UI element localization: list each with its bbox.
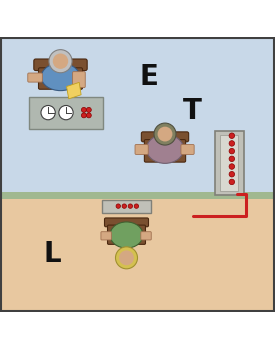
Bar [0, 192, 275, 199]
FancyBboxPatch shape [29, 97, 103, 128]
FancyBboxPatch shape [73, 72, 85, 88]
Circle shape [128, 204, 133, 208]
Bar [0, 37, 275, 198]
FancyBboxPatch shape [141, 232, 151, 240]
FancyBboxPatch shape [181, 144, 194, 154]
FancyBboxPatch shape [102, 200, 151, 213]
Circle shape [229, 179, 235, 185]
FancyBboxPatch shape [104, 218, 148, 227]
FancyBboxPatch shape [141, 132, 189, 142]
Ellipse shape [146, 134, 184, 163]
Polygon shape [67, 82, 81, 99]
Circle shape [119, 250, 134, 265]
Circle shape [154, 123, 176, 145]
Circle shape [229, 171, 235, 177]
Circle shape [81, 107, 86, 112]
FancyBboxPatch shape [34, 59, 87, 70]
Circle shape [86, 107, 91, 112]
Text: E: E [139, 63, 158, 91]
Ellipse shape [41, 63, 80, 91]
Circle shape [122, 204, 127, 208]
Text: L: L [43, 240, 61, 268]
FancyBboxPatch shape [101, 232, 111, 240]
FancyBboxPatch shape [220, 135, 238, 191]
Circle shape [59, 105, 73, 120]
Circle shape [229, 141, 235, 146]
FancyBboxPatch shape [39, 68, 82, 89]
Circle shape [134, 204, 139, 208]
Circle shape [229, 148, 235, 154]
Text: T: T [183, 97, 202, 125]
Ellipse shape [110, 222, 143, 248]
Circle shape [41, 105, 55, 120]
Circle shape [49, 50, 72, 73]
FancyBboxPatch shape [28, 73, 42, 82]
Circle shape [116, 204, 120, 208]
Circle shape [229, 156, 235, 162]
Circle shape [229, 133, 235, 139]
FancyBboxPatch shape [144, 140, 186, 162]
FancyBboxPatch shape [108, 225, 145, 244]
Circle shape [86, 113, 91, 118]
Circle shape [116, 247, 138, 269]
Circle shape [53, 53, 68, 69]
Circle shape [81, 113, 86, 118]
Bar [0, 198, 275, 312]
Circle shape [229, 164, 235, 169]
FancyBboxPatch shape [215, 131, 244, 195]
FancyBboxPatch shape [135, 144, 148, 154]
Circle shape [158, 127, 172, 141]
